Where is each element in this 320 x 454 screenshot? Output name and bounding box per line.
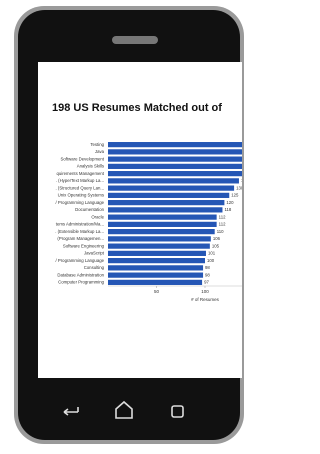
y-tick-label: Testing — [90, 142, 104, 147]
y-tick-label: Software Development — [61, 156, 105, 161]
bar — [108, 215, 217, 220]
value-label: 106 — [213, 236, 221, 241]
y-tick-label: (Program Managemen... — [57, 236, 104, 241]
x-tick-label: 50 — [154, 289, 160, 294]
value-label: 125 — [231, 193, 239, 198]
bar — [108, 280, 202, 285]
value-label: 101 — [208, 251, 216, 256]
chart-title: 198 US Resumes Matched out of — [52, 102, 222, 114]
y-tick-label: Consulting — [84, 265, 105, 270]
y-tick-label: Oracle — [91, 214, 104, 219]
y-tick-label: JavaScript — [84, 251, 105, 256]
bar — [108, 229, 215, 234]
bar — [108, 186, 234, 191]
value-label: 140 — [246, 171, 248, 176]
phone-mockup: 198 US Resumes Matched out of # of Resum… — [0, 0, 248, 449]
value-label: 118 — [224, 207, 231, 212]
y-tick-label: . (HyperText Markup La... — [56, 178, 104, 183]
bar — [108, 157, 248, 162]
value-label: 112 — [219, 222, 226, 227]
bar — [108, 171, 244, 176]
x-tick-label: 100 — [201, 289, 209, 294]
value-label: 105 — [212, 243, 220, 248]
y-tick-label: / Programming Language — [56, 258, 105, 263]
bar — [108, 178, 239, 183]
bar — [108, 265, 203, 270]
y-tick-label: Analysis Skills — [77, 164, 104, 169]
x-axis-label: # of Resumes — [191, 297, 220, 302]
y-tick-label: tems Administration/Ma... — [56, 222, 104, 227]
y-tick-label: Unix Operating Systems — [58, 193, 104, 198]
y-tick-label: quirements Management — [56, 171, 104, 176]
y-tick-label: . (Structured Query Lan... — [56, 185, 104, 190]
y-tick-label: / Programming Language — [56, 200, 105, 205]
bar — [108, 222, 217, 227]
y-tick-label: . (Extensible Markup La... — [55, 229, 104, 234]
page: {"chart_data": {"type": "bar", "orientat… — [0, 0, 248, 449]
bar — [108, 149, 248, 154]
bar — [108, 244, 210, 249]
bar — [108, 200, 224, 205]
value-label: 120 — [226, 200, 234, 205]
bar — [108, 164, 248, 169]
bar — [108, 207, 222, 212]
bar — [108, 142, 248, 147]
y-tick-label: Documentation — [75, 207, 105, 212]
y-tick-label: Computer Programming — [58, 280, 104, 285]
y-tick-label: Database Administration — [57, 272, 104, 277]
value-label: 97 — [204, 280, 209, 285]
value-label: 100 — [207, 258, 215, 263]
value-label: 98 — [205, 272, 210, 277]
speaker — [112, 36, 158, 44]
bar — [108, 236, 211, 241]
y-tick-label: Software Engineering — [63, 243, 105, 248]
bar — [108, 193, 229, 198]
bar — [108, 251, 206, 256]
value-label: 98 — [205, 265, 210, 270]
value-label: 110 — [217, 229, 224, 234]
bar — [108, 273, 203, 278]
y-tick-label: Java — [95, 149, 105, 154]
value-label: 112 — [219, 214, 226, 219]
bar — [108, 258, 205, 263]
